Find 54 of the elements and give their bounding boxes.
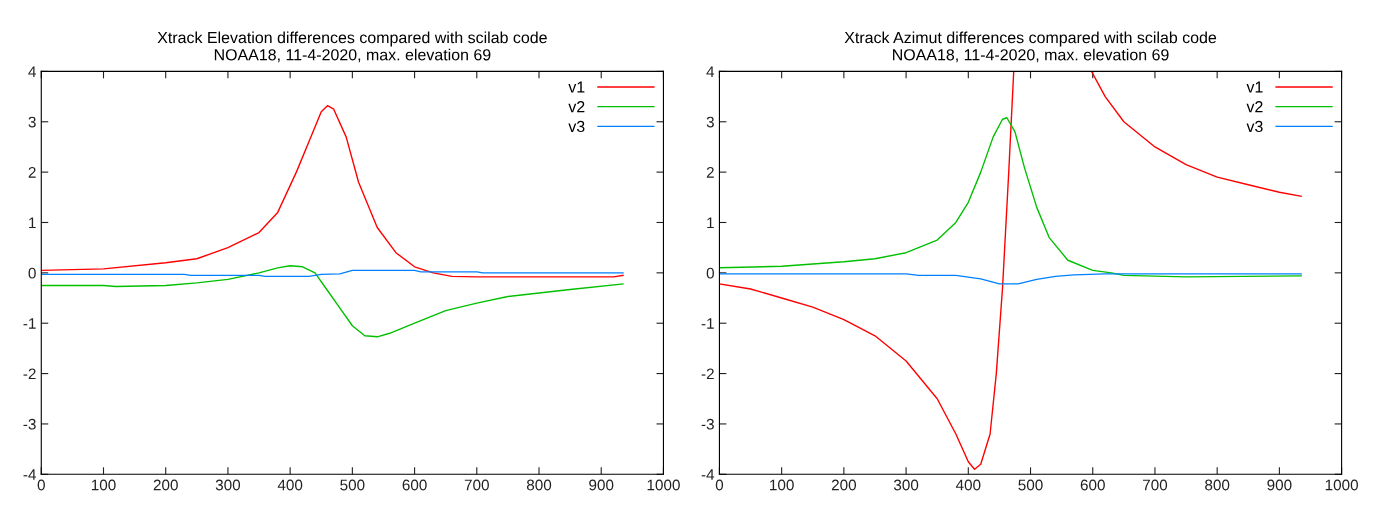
chart-title: Xtrack Azimut differences compared with scilab code <box>844 31 1217 47</box>
legend-label: v1 <box>1246 81 1263 93</box>
legend-label: v2 <box>568 101 585 113</box>
y-tick-label: -2 <box>23 368 36 380</box>
legend-label: v2 <box>1246 101 1263 113</box>
y-tick-label: 2 <box>706 166 714 178</box>
x-tick-label: 400 <box>955 479 981 491</box>
chart-title: Xtrack Elevation differences compared with scilab code <box>157 31 547 47</box>
line-series <box>719 273 1302 285</box>
y-tick-label: 3 <box>706 116 714 128</box>
y-tick-label: 2 <box>28 166 36 178</box>
y-tick-label: 0 <box>706 267 714 279</box>
x-tick-label: 900 <box>589 479 614 491</box>
x-tick-label: 200 <box>831 479 857 491</box>
y-tick-label: 4 <box>28 66 36 77</box>
x-tick-label: 1000 <box>1325 479 1358 491</box>
chart-subtitle: NOAA18, 11-4-2020, max. elevation 69 <box>214 48 491 63</box>
y-tick-label: -3 <box>23 418 36 430</box>
x-tick-label: 1000 <box>647 479 680 491</box>
x-tick-label: 300 <box>215 479 241 491</box>
y-tick-label: 1 <box>707 217 714 229</box>
x-tick-label: 700 <box>1142 479 1168 491</box>
x-tick-label: 800 <box>1205 479 1230 491</box>
x-tick-label: 600 <box>402 479 427 491</box>
line-series <box>719 117 1302 278</box>
y-tick-label: 4 <box>706 66 715 77</box>
legend-label: v1 <box>568 81 585 93</box>
x-tick-label: 700 <box>464 479 489 491</box>
legend-label: v3 <box>568 120 585 133</box>
y-tick-label: -4 <box>23 469 36 480</box>
chart-subtitle: NOAA18, 11-4-2020, max. elevation 69 <box>893 48 1169 63</box>
line-series <box>41 269 624 278</box>
x-tick-label: 100 <box>770 479 794 491</box>
y-tick-label: -4 <box>701 469 715 480</box>
y-tick-label: 1 <box>29 217 36 229</box>
x-tick-label: 200 <box>153 479 178 491</box>
x-tick-label: 800 <box>526 479 552 491</box>
legend-label: v3 <box>1246 120 1263 133</box>
x-tick-label: 400 <box>277 479 303 491</box>
x-tick-label: 600 <box>1080 479 1105 491</box>
x-tick-label: 0 <box>37 479 45 491</box>
x-tick-label: 900 <box>1267 479 1292 491</box>
y-tick-label: -2 <box>701 368 714 380</box>
y-tick-label: -3 <box>701 418 714 430</box>
x-tick-label: 500 <box>1018 479 1043 491</box>
line-series <box>41 265 624 338</box>
y-tick-label: -1 <box>23 318 36 329</box>
y-tick-label: 3 <box>28 116 36 128</box>
x-tick-label: 100 <box>91 479 116 491</box>
y-tick-label: -1 <box>701 318 714 329</box>
x-tick-label: 300 <box>893 479 919 491</box>
y-tick-label: 0 <box>28 267 36 279</box>
x-tick-label: 0 <box>715 479 724 491</box>
x-tick-label: 500 <box>340 479 365 491</box>
